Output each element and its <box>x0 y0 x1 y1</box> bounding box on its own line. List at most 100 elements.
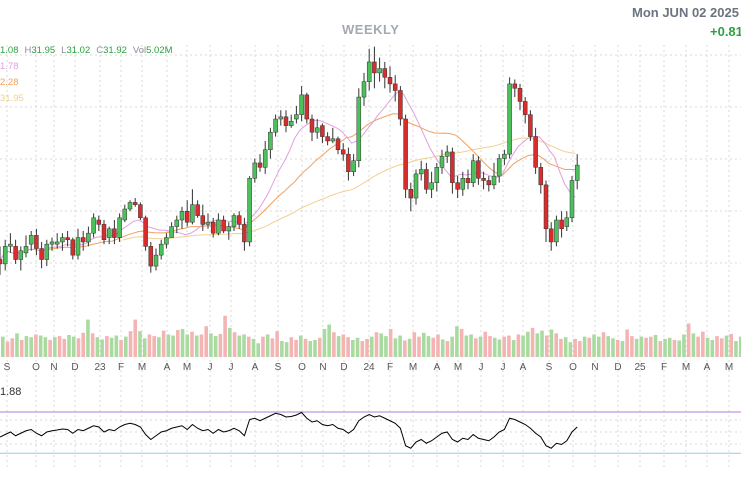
volume-bar <box>308 341 313 357</box>
chart-title: WEEKLY <box>342 22 400 37</box>
candle-body <box>429 182 434 190</box>
volume-bar <box>161 330 166 357</box>
x-tick-label: F <box>387 362 393 373</box>
candle-body <box>444 151 450 157</box>
candle <box>351 154 356 177</box>
volume-bar <box>261 336 265 357</box>
candle <box>268 127 273 159</box>
volume-bar <box>530 327 535 357</box>
high-value: 31.95 <box>31 45 56 56</box>
candle-body <box>418 169 424 175</box>
volume-bar <box>57 336 62 357</box>
volume-bar <box>686 323 691 357</box>
volume-bar <box>213 336 218 357</box>
ma-mid-line <box>0 113 576 262</box>
candle <box>101 220 107 245</box>
x-tick-label: D <box>340 362 347 373</box>
volume-bar <box>440 339 445 357</box>
volume-bar <box>521 335 525 357</box>
volume-bar <box>166 334 171 357</box>
candle <box>574 154 580 190</box>
volume-bar <box>549 329 554 357</box>
candle <box>44 239 50 267</box>
candle-body <box>200 215 206 225</box>
candle-body <box>60 237 65 243</box>
candle <box>60 233 65 251</box>
candle <box>356 88 362 168</box>
candle <box>23 235 29 258</box>
volume-bar <box>459 328 464 357</box>
candle-body <box>34 235 39 249</box>
volume-bar <box>105 336 109 357</box>
candle <box>346 147 351 181</box>
volume-bar <box>152 336 156 357</box>
candle <box>70 237 76 260</box>
candle <box>18 246 24 271</box>
volume-bar <box>341 334 346 357</box>
ohlc-legend: 1.08 H31.95 L31.02 C31.92 Vol5.02M <box>0 45 179 56</box>
candle-body <box>262 149 268 168</box>
volume-bar <box>194 335 199 357</box>
change-value: +0.81 <box>710 24 741 39</box>
candle <box>304 92 310 124</box>
volume-bar <box>119 339 123 357</box>
volume-bar <box>630 336 634 357</box>
candle-body <box>403 118 408 190</box>
candle <box>200 204 206 231</box>
candle-body <box>205 221 211 225</box>
candle-body <box>382 68 388 78</box>
volume-bar <box>289 337 294 357</box>
volume-bar <box>365 338 369 357</box>
volume-bar <box>497 339 502 357</box>
volume-bar <box>578 341 582 357</box>
candle-body <box>481 178 486 181</box>
candle <box>372 46 377 89</box>
candle <box>216 213 221 236</box>
candle-body <box>252 162 258 179</box>
candle-body <box>574 164 580 181</box>
candle-body <box>13 246 18 260</box>
volume-bar <box>639 336 644 357</box>
candle <box>174 215 180 234</box>
candle <box>252 158 258 183</box>
candle-body <box>288 120 294 126</box>
volume-bar <box>275 331 279 357</box>
x-tick-label: O <box>569 362 577 373</box>
candle-body <box>169 226 174 238</box>
volume-bar <box>667 337 672 357</box>
volume-bar <box>232 332 237 357</box>
volume-bar <box>738 336 741 357</box>
volume-bar <box>5 341 10 357</box>
volume-bar <box>223 315 227 357</box>
volume-bar <box>417 336 421 357</box>
candle <box>96 215 102 231</box>
candle-body <box>299 94 304 115</box>
volume-bar <box>298 335 303 357</box>
candle-body <box>221 219 226 232</box>
volume-bar <box>86 319 90 357</box>
candle-body <box>80 237 86 243</box>
candle <box>569 176 575 223</box>
candle <box>486 176 492 192</box>
candle <box>262 140 268 174</box>
x-tick-label: M <box>409 362 417 373</box>
candle-body <box>0 259 3 265</box>
candle <box>127 200 133 212</box>
volume-bar <box>81 332 86 357</box>
volume-bar <box>582 336 587 357</box>
volume-bar <box>90 333 95 357</box>
candle-body <box>54 241 60 245</box>
volume-bar <box>620 341 625 357</box>
x-tick-label: A <box>164 362 171 373</box>
candles <box>0 46 580 275</box>
candle-body <box>49 241 55 245</box>
candle-body <box>132 202 138 205</box>
candle <box>143 215 148 251</box>
candle <box>294 105 299 124</box>
volume-bar <box>374 332 379 357</box>
volume-bar <box>346 337 350 357</box>
volume-bar <box>483 331 488 357</box>
candle-body <box>268 131 273 151</box>
